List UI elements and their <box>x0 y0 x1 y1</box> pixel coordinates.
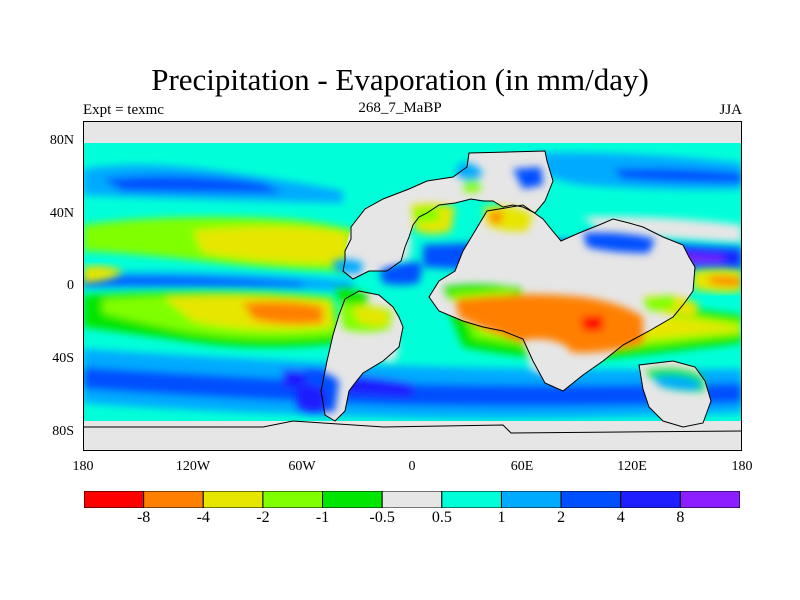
y-tick-label: 40N <box>14 206 74 222</box>
y-tick-label: 80S <box>14 424 74 440</box>
colorbar-label: 2 <box>536 509 586 527</box>
colorbar <box>84 491 740 508</box>
x-tick-label: 60E <box>492 459 552 475</box>
colorbar-label: -0.5 <box>357 509 407 527</box>
y-tick-label: 80N <box>14 133 74 149</box>
colorbar-swatch <box>680 491 740 508</box>
colorbar-swatch <box>382 491 442 508</box>
colorbar-label: 0.5 <box>417 509 467 527</box>
x-tick-label: 60W <box>272 459 332 475</box>
colorbar-label: 4 <box>596 509 646 527</box>
x-tick-label: 0 <box>382 459 442 475</box>
x-tick-label: 180 <box>712 459 772 475</box>
colorbar-label: -1 <box>298 509 348 527</box>
colorbar-swatch <box>501 491 561 508</box>
colorbar-swatch <box>144 491 204 508</box>
season-label: JJA <box>719 102 742 119</box>
map-title: Precipitation - Evaporation (in mm/day) <box>0 62 800 98</box>
x-tick-label: 180 <box>53 459 113 475</box>
colorbar-swatch <box>263 491 323 508</box>
precip-evap-map <box>83 121 742 451</box>
x-tick-label: 120E <box>602 459 662 475</box>
colorbar-swatch <box>323 491 383 508</box>
y-tick-label: 0 <box>14 278 74 294</box>
colorbar-swatch <box>561 491 621 508</box>
colorbar-label: -8 <box>119 509 169 527</box>
colorbar-swatch <box>84 491 144 508</box>
colorbar-label: 8 <box>655 509 705 527</box>
colorbar-label: -2 <box>238 509 288 527</box>
colorbar-swatch <box>621 491 681 508</box>
y-tick-label: 40S <box>14 351 74 367</box>
colorbar-swatch <box>203 491 263 508</box>
experiment-label: Expt = texmc <box>83 102 164 119</box>
colorbar-swatch <box>442 491 502 508</box>
x-tick-label: 120W <box>163 459 223 475</box>
field-layer <box>83 121 742 451</box>
colorbar-label: 1 <box>476 509 526 527</box>
colorbar-label: -4 <box>178 509 228 527</box>
